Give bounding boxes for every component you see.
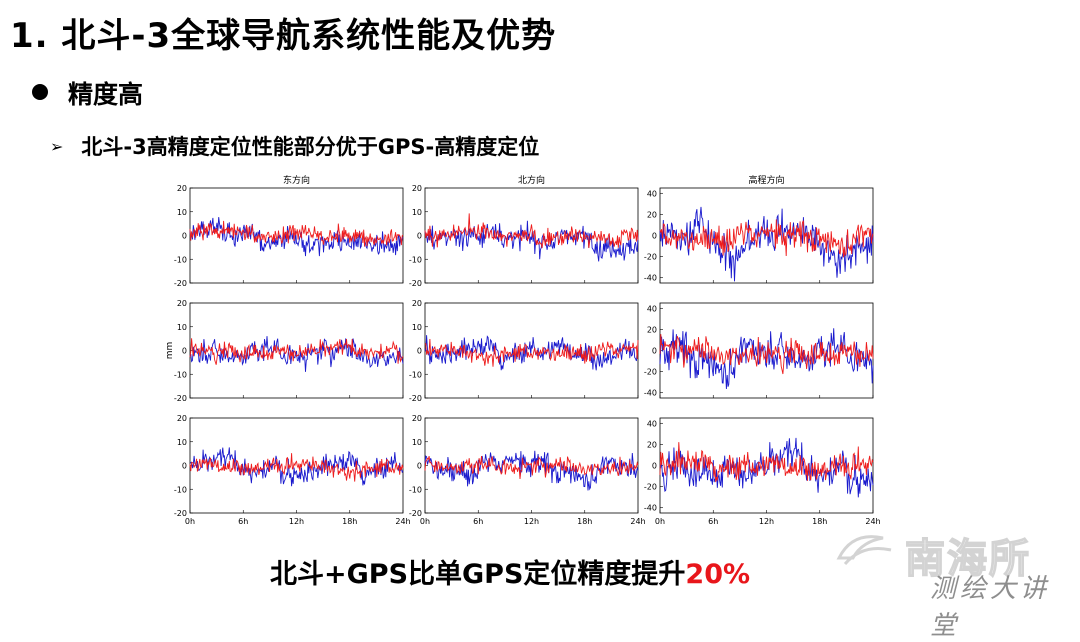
y-tick-label: -40 — [644, 274, 657, 283]
column-title: 东方向 — [283, 174, 310, 186]
arrow-bullet-icon: ➢ — [50, 137, 64, 156]
sub-bullet-item: ➢ 北斗-3高精度定位性能部分优于GPS-高精度定位 — [50, 131, 539, 161]
x-tick-label: 24h — [395, 517, 410, 526]
y-tick-label: 0 — [417, 232, 422, 241]
series-line-red — [424, 455, 639, 480]
y-tick-label: 0 — [182, 347, 187, 356]
y-tick-label: 20 — [647, 210, 657, 219]
series-line-blue — [424, 220, 639, 262]
y-tick-label: 20 — [177, 184, 187, 193]
y-tick-label: 10 — [177, 438, 187, 447]
caption-highlight: 20% — [685, 559, 751, 590]
wave-logo-icon — [836, 535, 892, 566]
column-title: 高程方向 — [748, 174, 784, 186]
x-tick-label: 0h — [185, 517, 195, 526]
x-tick-label: 6h — [708, 517, 718, 526]
x-tick-label: 6h — [238, 517, 248, 526]
bullet-dot-icon — [32, 84, 48, 100]
y-tick-label: 0 — [417, 347, 422, 356]
y-tick-label: 40 — [647, 304, 657, 313]
y-tick-label: 0 — [652, 347, 657, 356]
bullet-item: 精度高 — [32, 75, 143, 111]
y-tick-label: -20 — [409, 279, 422, 288]
series-line-blue — [424, 335, 639, 371]
series-line-red — [659, 442, 874, 483]
x-tick-label: 18h — [342, 517, 357, 526]
watermark-sub: 测绘大讲堂 — [930, 574, 1051, 641]
y-tick-label: -20 — [174, 279, 187, 288]
x-tick-label: 24h — [865, 517, 880, 526]
bullet-text: 精度高 — [68, 80, 144, 109]
slide-title: 1. 北斗-3全球导航系统性能及优势 — [10, 16, 557, 56]
x-tick-label: 12h — [289, 517, 304, 526]
plot-panel — [189, 187, 404, 284]
y-tick-label: 40 — [647, 189, 657, 198]
y-tick-label: 0 — [182, 232, 187, 241]
column-title: 北方向 — [518, 174, 545, 186]
y-tick-label: -40 — [644, 389, 657, 398]
caption-text: 北斗+GPS比单GPS定位精度提升 — [270, 559, 686, 590]
y-tick-label: -20 — [644, 368, 657, 377]
y-tick-label: 20 — [177, 414, 187, 423]
y-tick-label: -10 — [409, 255, 422, 264]
conclusion-caption: 北斗+GPS比单GPS定位精度提升20% — [270, 552, 750, 591]
y-tick-label: -10 — [409, 370, 422, 379]
y-tick-label: -20 — [644, 253, 657, 262]
y-tick-label: -20 — [644, 483, 657, 492]
y-axis-label: mm — [165, 342, 175, 360]
y-tick-label: 20 — [647, 440, 657, 449]
x-tick-label: 0h — [420, 517, 430, 526]
series-line-blue — [424, 450, 639, 491]
y-tick-label: 0 — [652, 232, 657, 241]
y-tick-label: -20 — [174, 394, 187, 403]
y-tick-label: 20 — [412, 184, 422, 193]
y-tick-label: 20 — [177, 299, 187, 308]
series-line-blue — [659, 437, 874, 498]
series-line-red — [189, 338, 404, 365]
series-line-red — [659, 219, 874, 258]
y-tick-label: -10 — [174, 370, 187, 379]
y-tick-label: -40 — [644, 504, 657, 513]
watermark-name: 南海所 — [904, 535, 1031, 583]
y-tick-label: -20 — [174, 509, 187, 518]
y-tick-label: 10 — [177, 323, 187, 332]
y-tick-label: 10 — [412, 323, 422, 332]
watermark: 南海所 测绘大讲堂 — [835, 528, 1075, 641]
x-tick-label: 18h — [812, 517, 827, 526]
x-tick-label: 24h — [630, 517, 645, 526]
y-tick-label: 10 — [412, 438, 422, 447]
series-line-blue — [189, 447, 404, 487]
x-tick-label: 12h — [524, 517, 539, 526]
plot-panel — [189, 302, 404, 399]
x-tick-label: 6h — [473, 517, 483, 526]
series-line-red — [424, 338, 639, 367]
series-line-blue — [189, 336, 404, 372]
series-line-red — [189, 453, 404, 482]
series-line-red — [189, 220, 404, 247]
y-tick-label: 20 — [647, 325, 657, 334]
y-tick-label: 40 — [647, 419, 657, 428]
y-tick-label: -10 — [174, 485, 187, 494]
y-tick-label: 10 — [177, 208, 187, 217]
y-tick-label: -10 — [409, 485, 422, 494]
y-tick-label: 0 — [652, 462, 657, 471]
series-line-red — [424, 213, 639, 249]
series-line-blue — [659, 328, 874, 390]
positioning-error-chart-grid: 东方向 北方向 高程方向 mm 20 10 0 -10 -20 20 10 0 -10 -20 40 20 0 -… — [165, 174, 880, 526]
y-tick-label: 10 — [412, 208, 422, 217]
x-tick-label: 12h — [759, 517, 774, 526]
y-tick-label: 20 — [412, 299, 422, 308]
sub-bullet-text: 北斗-3高精度定位性能部分优于GPS-高精度定位 — [81, 135, 540, 159]
y-tick-label: 0 — [417, 462, 422, 471]
y-tick-label: 0 — [182, 462, 187, 471]
y-tick-label: -10 — [174, 255, 187, 264]
x-tick-label: 18h — [577, 517, 592, 526]
series-line-red — [659, 334, 874, 375]
y-tick-label: 20 — [412, 414, 422, 423]
plot-panel — [189, 417, 404, 514]
y-tick-label: -20 — [409, 509, 422, 518]
y-tick-label: -20 — [409, 394, 422, 403]
x-tick-label: 0h — [655, 517, 665, 526]
